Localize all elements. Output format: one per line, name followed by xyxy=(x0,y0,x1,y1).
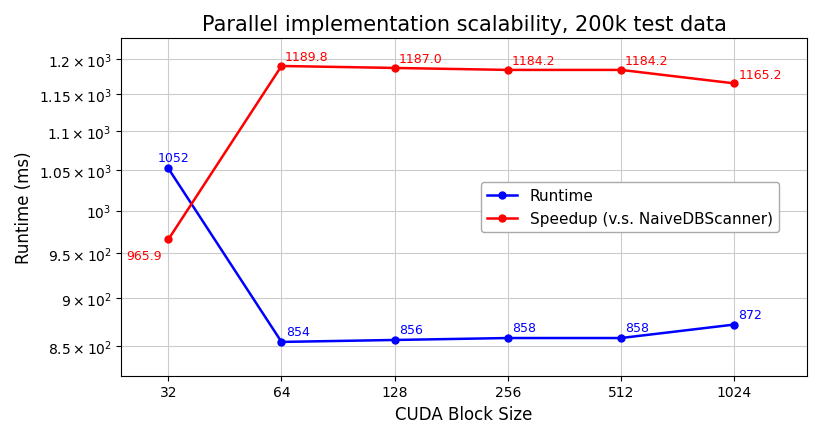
Text: 872: 872 xyxy=(738,308,762,321)
Speedup (v.s. NaiveDBScanner) xyxy=(390,66,399,71)
Runtime xyxy=(276,339,286,345)
Speedup (v.s. NaiveDBScanner) xyxy=(164,237,173,243)
Runtime xyxy=(164,166,173,172)
Text: 1187.0: 1187.0 xyxy=(399,53,442,66)
Text: 1184.2: 1184.2 xyxy=(512,55,556,68)
Text: 1189.8: 1189.8 xyxy=(284,51,328,64)
Text: 856: 856 xyxy=(399,323,423,336)
Runtime xyxy=(503,336,513,341)
Title: Parallel implementation scalability, 200k test data: Parallel implementation scalability, 200… xyxy=(201,15,727,35)
Speedup (v.s. NaiveDBScanner) xyxy=(276,64,286,70)
Runtime xyxy=(390,338,399,343)
Text: 858: 858 xyxy=(626,321,649,334)
Text: 1052: 1052 xyxy=(157,152,189,165)
Speedup (v.s. NaiveDBScanner) xyxy=(729,81,739,87)
Text: 1184.2: 1184.2 xyxy=(626,55,668,68)
X-axis label: CUDA Block Size: CUDA Block Size xyxy=(395,405,533,423)
Text: 965.9: 965.9 xyxy=(127,249,162,262)
Speedup (v.s. NaiveDBScanner) xyxy=(503,68,513,74)
Text: 858: 858 xyxy=(512,321,536,334)
Line: Runtime: Runtime xyxy=(165,166,737,346)
Text: 854: 854 xyxy=(286,325,310,338)
Runtime xyxy=(729,322,739,328)
Runtime xyxy=(616,336,626,341)
Y-axis label: Runtime (ms): Runtime (ms) xyxy=(15,152,33,264)
Speedup (v.s. NaiveDBScanner) xyxy=(616,68,626,74)
Legend: Runtime, Speedup (v.s. NaiveDBScanner): Runtime, Speedup (v.s. NaiveDBScanner) xyxy=(481,183,778,233)
Text: 1165.2: 1165.2 xyxy=(738,69,782,81)
Line: Speedup (v.s. NaiveDBScanner): Speedup (v.s. NaiveDBScanner) xyxy=(165,64,737,244)
